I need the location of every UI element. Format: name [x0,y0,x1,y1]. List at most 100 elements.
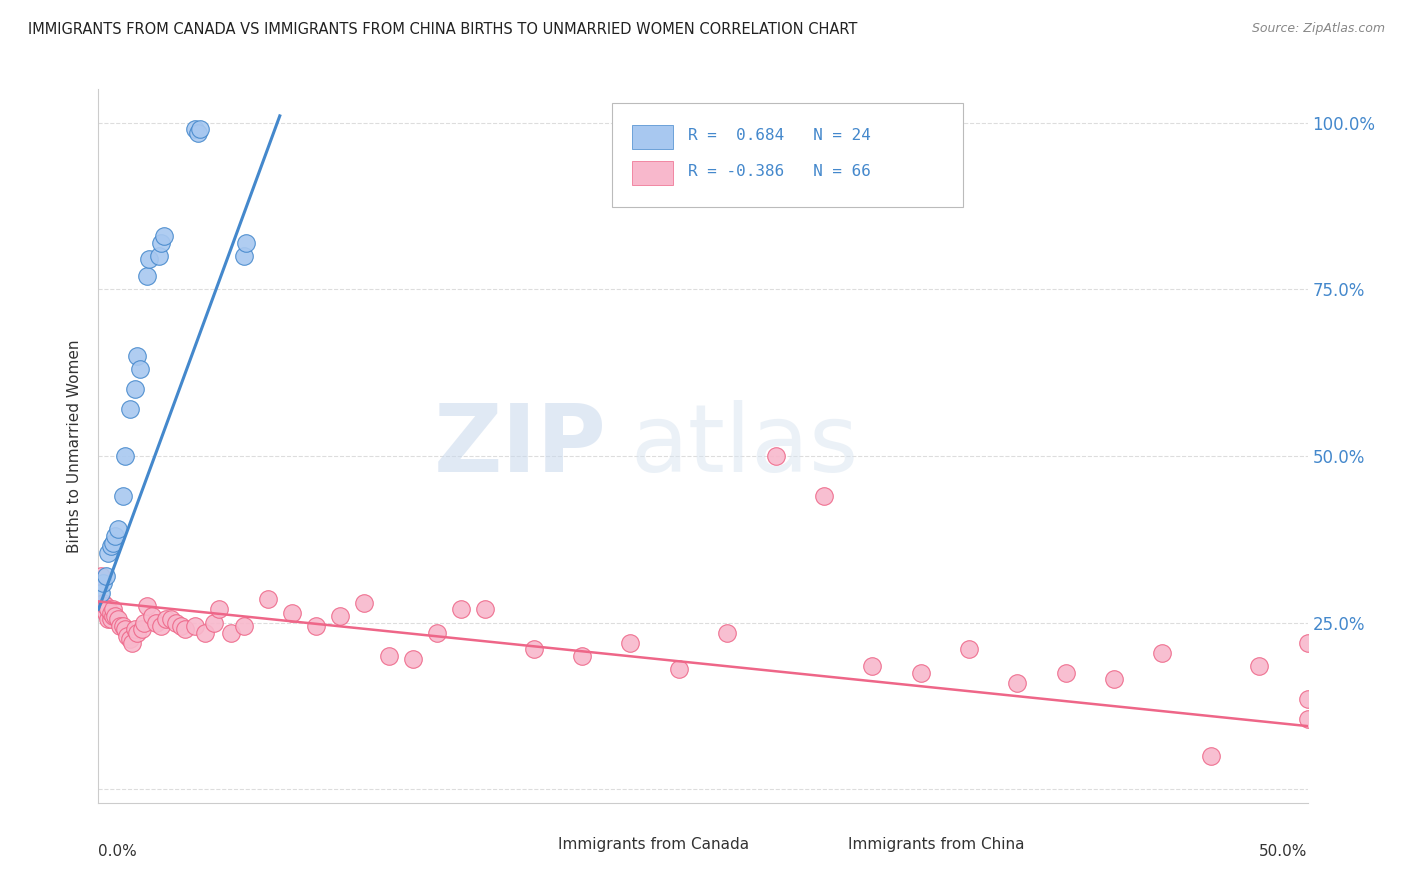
Point [124,623,146,637]
Point [111,619,134,633]
Point [232,249,254,263]
Point [124,382,146,396]
Point [765,449,787,463]
Point [957,642,980,657]
Point [97,546,120,560]
Point [187,126,209,140]
Point [813,489,835,503]
Point [148,249,170,263]
Point [329,609,352,624]
Point [571,649,593,664]
Point [169,619,191,633]
Point [128,362,150,376]
Point [619,636,641,650]
Point [100,539,122,553]
Point [353,596,375,610]
Point [256,592,278,607]
Point [127,349,149,363]
Point [100,612,122,626]
Point [402,652,425,666]
Point [104,529,127,543]
Text: 50.0%: 50.0% [1260,845,1308,860]
Point [1152,646,1174,660]
Point [101,535,124,549]
Text: Immigrants from Canada: Immigrants from Canada [558,837,749,852]
Point [91,575,114,590]
Point [668,662,690,676]
Point [208,602,231,616]
Point [1054,665,1077,680]
Text: Source: ZipAtlas.com: Source: ZipAtlas.com [1251,22,1385,36]
Point [104,609,127,624]
Point [138,252,160,267]
Point [117,629,139,643]
Text: R =  0.684   N = 24: R = 0.684 N = 24 [689,128,872,143]
Point [1296,692,1319,706]
Point [221,625,243,640]
Point [184,619,207,633]
Point [426,625,449,640]
Point [94,606,117,620]
Point [108,619,131,633]
Point [135,268,157,283]
Point [97,602,120,616]
Text: atlas: atlas [630,400,859,492]
FancyBboxPatch shape [631,125,672,149]
Point [377,649,399,664]
Text: 0.0%: 0.0% [98,845,138,860]
Point [107,522,129,536]
Text: ZIP: ZIP [433,400,606,492]
Y-axis label: Births to Unmarried Women: Births to Unmarried Women [67,339,83,553]
Point [716,625,738,640]
Point [131,623,153,637]
Point [194,625,217,640]
Text: Immigrants from China: Immigrants from China [848,837,1025,852]
Point [1296,636,1319,650]
Point [160,612,183,626]
Point [141,609,163,624]
Point [111,489,134,503]
Point [1199,749,1222,764]
Point [91,596,114,610]
Point [150,235,173,250]
Point [107,612,129,626]
Point [1249,659,1271,673]
Text: R = -0.386   N = 66: R = -0.386 N = 66 [689,164,872,178]
Point [305,619,328,633]
Point [121,636,143,650]
Point [184,122,207,136]
Point [118,632,141,647]
Point [94,569,117,583]
Point [127,625,149,640]
Point [204,615,226,630]
Point [910,665,932,680]
Point [281,606,304,620]
Point [90,569,112,583]
Point [134,615,156,630]
Point [135,599,157,613]
Point [235,235,257,250]
FancyBboxPatch shape [613,103,963,207]
Point [101,602,124,616]
Point [114,623,136,637]
Point [523,642,546,657]
Point [232,619,254,633]
Text: IMMIGRANTS FROM CANADA VS IMMIGRANTS FROM CHINA BIRTHS TO UNMARRIED WOMEN CORREL: IMMIGRANTS FROM CANADA VS IMMIGRANTS FRO… [28,22,858,37]
FancyBboxPatch shape [631,161,672,185]
Point [174,623,197,637]
FancyBboxPatch shape [520,835,550,856]
Point [474,602,496,616]
Point [90,585,112,599]
Point [118,402,141,417]
Point [860,659,883,673]
Point [155,612,177,626]
Point [145,615,167,630]
Point [1007,675,1029,690]
Point [100,606,122,620]
Point [97,612,120,626]
FancyBboxPatch shape [811,835,839,856]
Point [450,602,472,616]
Point [94,599,117,613]
Point [150,619,173,633]
Point [152,228,174,243]
